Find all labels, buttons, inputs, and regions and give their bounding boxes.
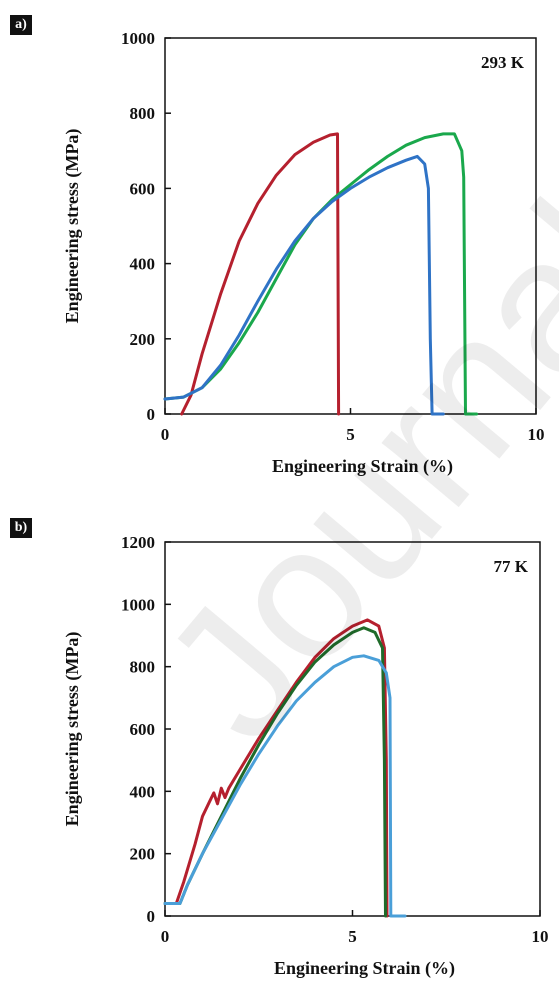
y-tick-label: 0 bbox=[147, 907, 156, 926]
temperature-annotation: 293 K bbox=[481, 53, 525, 72]
y-axis-label: Engineering stress (MPa) bbox=[62, 632, 83, 827]
x-tick-label: 10 bbox=[532, 927, 549, 946]
y-tick-label: 600 bbox=[130, 179, 156, 198]
chart-panel-0: 0 200 400 600 800 1000 0 5 10 293 K Engineering St… bbox=[62, 29, 545, 477]
y-tick-label: 200 bbox=[130, 845, 156, 864]
y-tick-label: 800 bbox=[130, 104, 156, 123]
temperature-annotation: 77 K bbox=[494, 557, 529, 576]
y-tick-label: 1000 bbox=[121, 595, 155, 614]
y-tick-label: 400 bbox=[130, 255, 156, 274]
y-tick-label: 1200 bbox=[121, 533, 155, 552]
panel-label-a: a) bbox=[10, 15, 32, 35]
panel-label-b: b) bbox=[10, 518, 32, 538]
x-axis-label: Engineering Strain (%) bbox=[274, 958, 455, 979]
y-tick-label: 200 bbox=[130, 330, 156, 349]
y-tick-label: 400 bbox=[130, 782, 156, 801]
series-line-1 bbox=[163, 626, 387, 918]
y-axis-label: Engineering stress (MPa) bbox=[62, 129, 83, 324]
x-axis-label: Engineering Strain (%) bbox=[272, 456, 453, 477]
series-line-2 bbox=[163, 154, 445, 416]
x-tick-label: 0 bbox=[161, 425, 170, 444]
x-tick-label: 0 bbox=[161, 927, 170, 946]
y-tick-label: 800 bbox=[130, 658, 156, 677]
x-tick-label: 5 bbox=[348, 927, 357, 946]
y-tick-label: 600 bbox=[130, 720, 156, 739]
series-line-0 bbox=[163, 618, 389, 918]
x-tick-label: 10 bbox=[528, 425, 545, 444]
y-tick-label: 1000 bbox=[121, 29, 155, 48]
series-line-2 bbox=[163, 654, 407, 918]
x-tick-label: 5 bbox=[346, 425, 355, 444]
chart-panel-1: 0 200 400 600 800 1000 1200 0 5 10 77 K Engineering… bbox=[62, 533, 549, 979]
series-line-1 bbox=[163, 132, 479, 416]
y-tick-label: 0 bbox=[147, 405, 156, 424]
series-line-0 bbox=[180, 132, 341, 416]
plot-frame bbox=[164, 37, 537, 415]
plot-frame bbox=[164, 541, 541, 917]
